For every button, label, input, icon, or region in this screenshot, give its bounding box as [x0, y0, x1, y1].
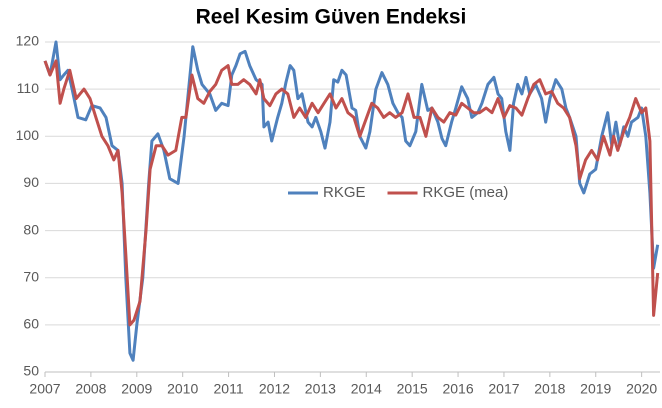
x-tick-label: 2010: [167, 381, 198, 397]
x-tick-label: 2008: [75, 381, 106, 397]
legend-label: RKGE: [323, 184, 366, 201]
y-tick-label: 80: [23, 221, 39, 237]
x-tick-label: 2009: [121, 381, 152, 397]
y-tick-label: 50: [23, 363, 39, 379]
legend-label: RKGE (mea): [423, 184, 509, 201]
x-tick-label: 2016: [442, 381, 473, 397]
x-tick-label: 2018: [534, 381, 565, 397]
x-tick-label: 2019: [580, 381, 611, 397]
y-tick-label: 60: [23, 316, 39, 332]
x-tick-label: 2011: [214, 381, 244, 397]
y-tick-label: 100: [16, 127, 40, 143]
y-tick-label: 120: [16, 33, 40, 49]
x-tick-label: 2012: [259, 381, 290, 397]
y-tick-label: 90: [23, 174, 39, 190]
series-line: [43, 59, 660, 327]
x-tick-label: 2014: [351, 381, 382, 397]
x-tick-label: 2013: [305, 381, 336, 397]
x-tick-label: 2015: [397, 381, 428, 397]
y-tick-label: 110: [17, 80, 40, 96]
x-tick-label: 2017: [488, 381, 519, 397]
chart-title: Reel Kesim Güven Endeksi: [196, 6, 467, 29]
series-line: [43, 40, 660, 362]
x-tick-label: 2007: [29, 381, 60, 397]
x-tick-label: 2020: [626, 381, 657, 397]
y-tick-label: 70: [23, 268, 39, 284]
